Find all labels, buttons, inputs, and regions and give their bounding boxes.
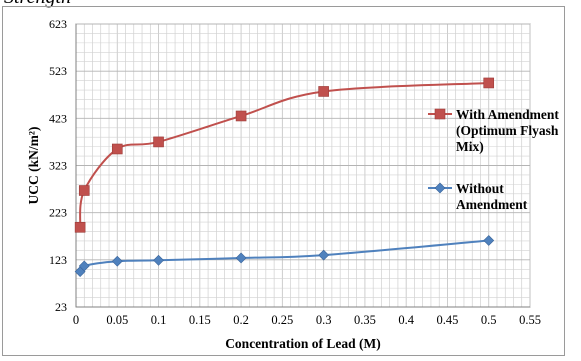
data-point-series-1 [78,185,90,196]
data-point-series-1 [111,143,123,155]
y-tick-label: 423 [49,111,67,125]
data-point-series-1 [483,77,495,89]
x-tick-label: 0.5 [481,313,497,327]
x-tick-label: 0.35 [354,313,376,327]
y-tick-label: 123 [49,253,67,267]
x-axis-title: Concentration of Lead (M) [225,336,381,351]
data-point-series-2 [235,252,247,264]
x-tick-label: 0.05 [106,313,128,327]
y-tick-label: 623 [49,17,67,31]
x-tick-label: 0 [73,313,79,327]
data-point-series-2 [153,254,164,266]
y-tick-label: 523 [49,64,67,78]
legend-marker-1 [434,108,446,120]
x-tick-label: 0.25 [271,313,293,327]
legend-label: Mix) [456,139,484,154]
data-point-series-1 [235,110,247,122]
data-point-series-2 [111,255,123,267]
legend-label: Amendment [456,197,528,212]
legend-label: (Optimum Flyash [456,123,559,138]
data-point-series-2 [318,249,330,261]
x-tick-label: 0.4 [398,313,414,327]
x-tick-label: 0.55 [519,313,541,327]
data-point-series-1 [318,86,329,97]
y-tick-label: 23 [55,300,67,314]
data-point-series-2 [78,260,90,272]
x-tick-label: 0.3 [316,313,332,327]
data-point-series-2 [483,235,495,246]
y-tick-label: 223 [49,206,67,220]
x-tick-label: 0.2 [233,313,249,327]
legend-label: Without [456,181,504,196]
legend-marker-2 [434,182,446,194]
x-tick-label: 0.1 [151,313,167,327]
x-tick-label: 0.15 [189,313,211,327]
legend-label: With Amendment [456,107,559,122]
chart-frame [2,6,565,356]
data-point-series-1 [153,136,164,148]
y-tick-label: 323 [49,159,67,173]
x-tick-label: 0.45 [437,313,459,327]
chart-title: Strength [4,0,71,9]
data-point-series-1 [74,221,86,233]
y-axis-title: UCC (kN/m²) [26,127,41,205]
